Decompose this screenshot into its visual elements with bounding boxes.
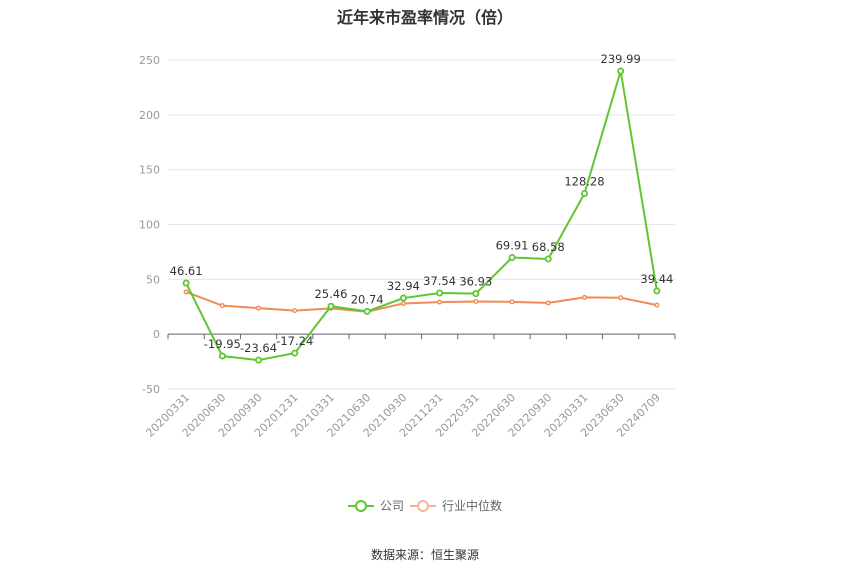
- data-label: 46.61: [170, 264, 203, 278]
- y-tick-label: 100: [139, 219, 160, 232]
- data-point: [436, 289, 444, 297]
- data-source: 数据来源：恒生聚源: [370, 548, 479, 562]
- y-tick-label: 50: [146, 273, 160, 286]
- legend-label[interactable]: 行业中位数: [442, 498, 502, 513]
- data-label: 37.54: [423, 274, 456, 288]
- data-point: [363, 307, 371, 315]
- data-point: [473, 298, 479, 304]
- data-point: [292, 308, 298, 314]
- chart-title: 近年来市盈率情况（倍）: [336, 8, 513, 27]
- data-label: 25.46: [314, 287, 347, 301]
- data-point: [182, 279, 190, 287]
- data-point: [653, 287, 661, 295]
- data-point: [256, 305, 262, 311]
- data-point: [291, 349, 299, 357]
- data-point: [255, 356, 263, 364]
- y-tick-label: 200: [139, 109, 160, 122]
- data-point: [509, 299, 515, 305]
- data-label: 32.94: [387, 279, 420, 293]
- y-tick-label: -50: [142, 383, 160, 396]
- data-label: -17.24: [276, 334, 313, 348]
- data-point: [580, 189, 588, 197]
- data-point: [581, 294, 587, 300]
- data-label: 36.93: [459, 275, 492, 289]
- data-label: 239.99: [601, 52, 641, 66]
- data-label: 39.44: [640, 272, 673, 286]
- data-point: [508, 253, 516, 261]
- data-label: -23.64: [240, 341, 277, 355]
- data-point: [544, 255, 552, 263]
- data-point: [545, 300, 551, 306]
- data-point: [218, 352, 226, 360]
- series-line: [185, 70, 658, 362]
- y-tick-label: 150: [139, 164, 160, 177]
- legend-marker: [417, 500, 429, 512]
- y-tick-label: 0: [153, 328, 160, 341]
- data-label: -19.95: [204, 337, 241, 351]
- series-line: [185, 291, 658, 313]
- data-point: [654, 302, 660, 308]
- data-point: [437, 299, 443, 305]
- legend-label[interactable]: 公司: [380, 499, 404, 513]
- data-point: [327, 302, 335, 310]
- data-point: [399, 294, 407, 302]
- legend-marker: [355, 500, 367, 512]
- data-point: [618, 295, 624, 301]
- y-tick-label: 250: [139, 54, 160, 67]
- data-label: 20.74: [351, 292, 384, 306]
- data-point: [183, 289, 189, 295]
- data-point: [400, 300, 406, 306]
- data-point: [617, 67, 625, 75]
- data-point: [472, 290, 480, 298]
- data-label: 68.58: [532, 240, 565, 254]
- data-label: 69.91: [496, 238, 529, 252]
- data-point: [219, 303, 225, 309]
- data-label: 128.28: [564, 174, 604, 188]
